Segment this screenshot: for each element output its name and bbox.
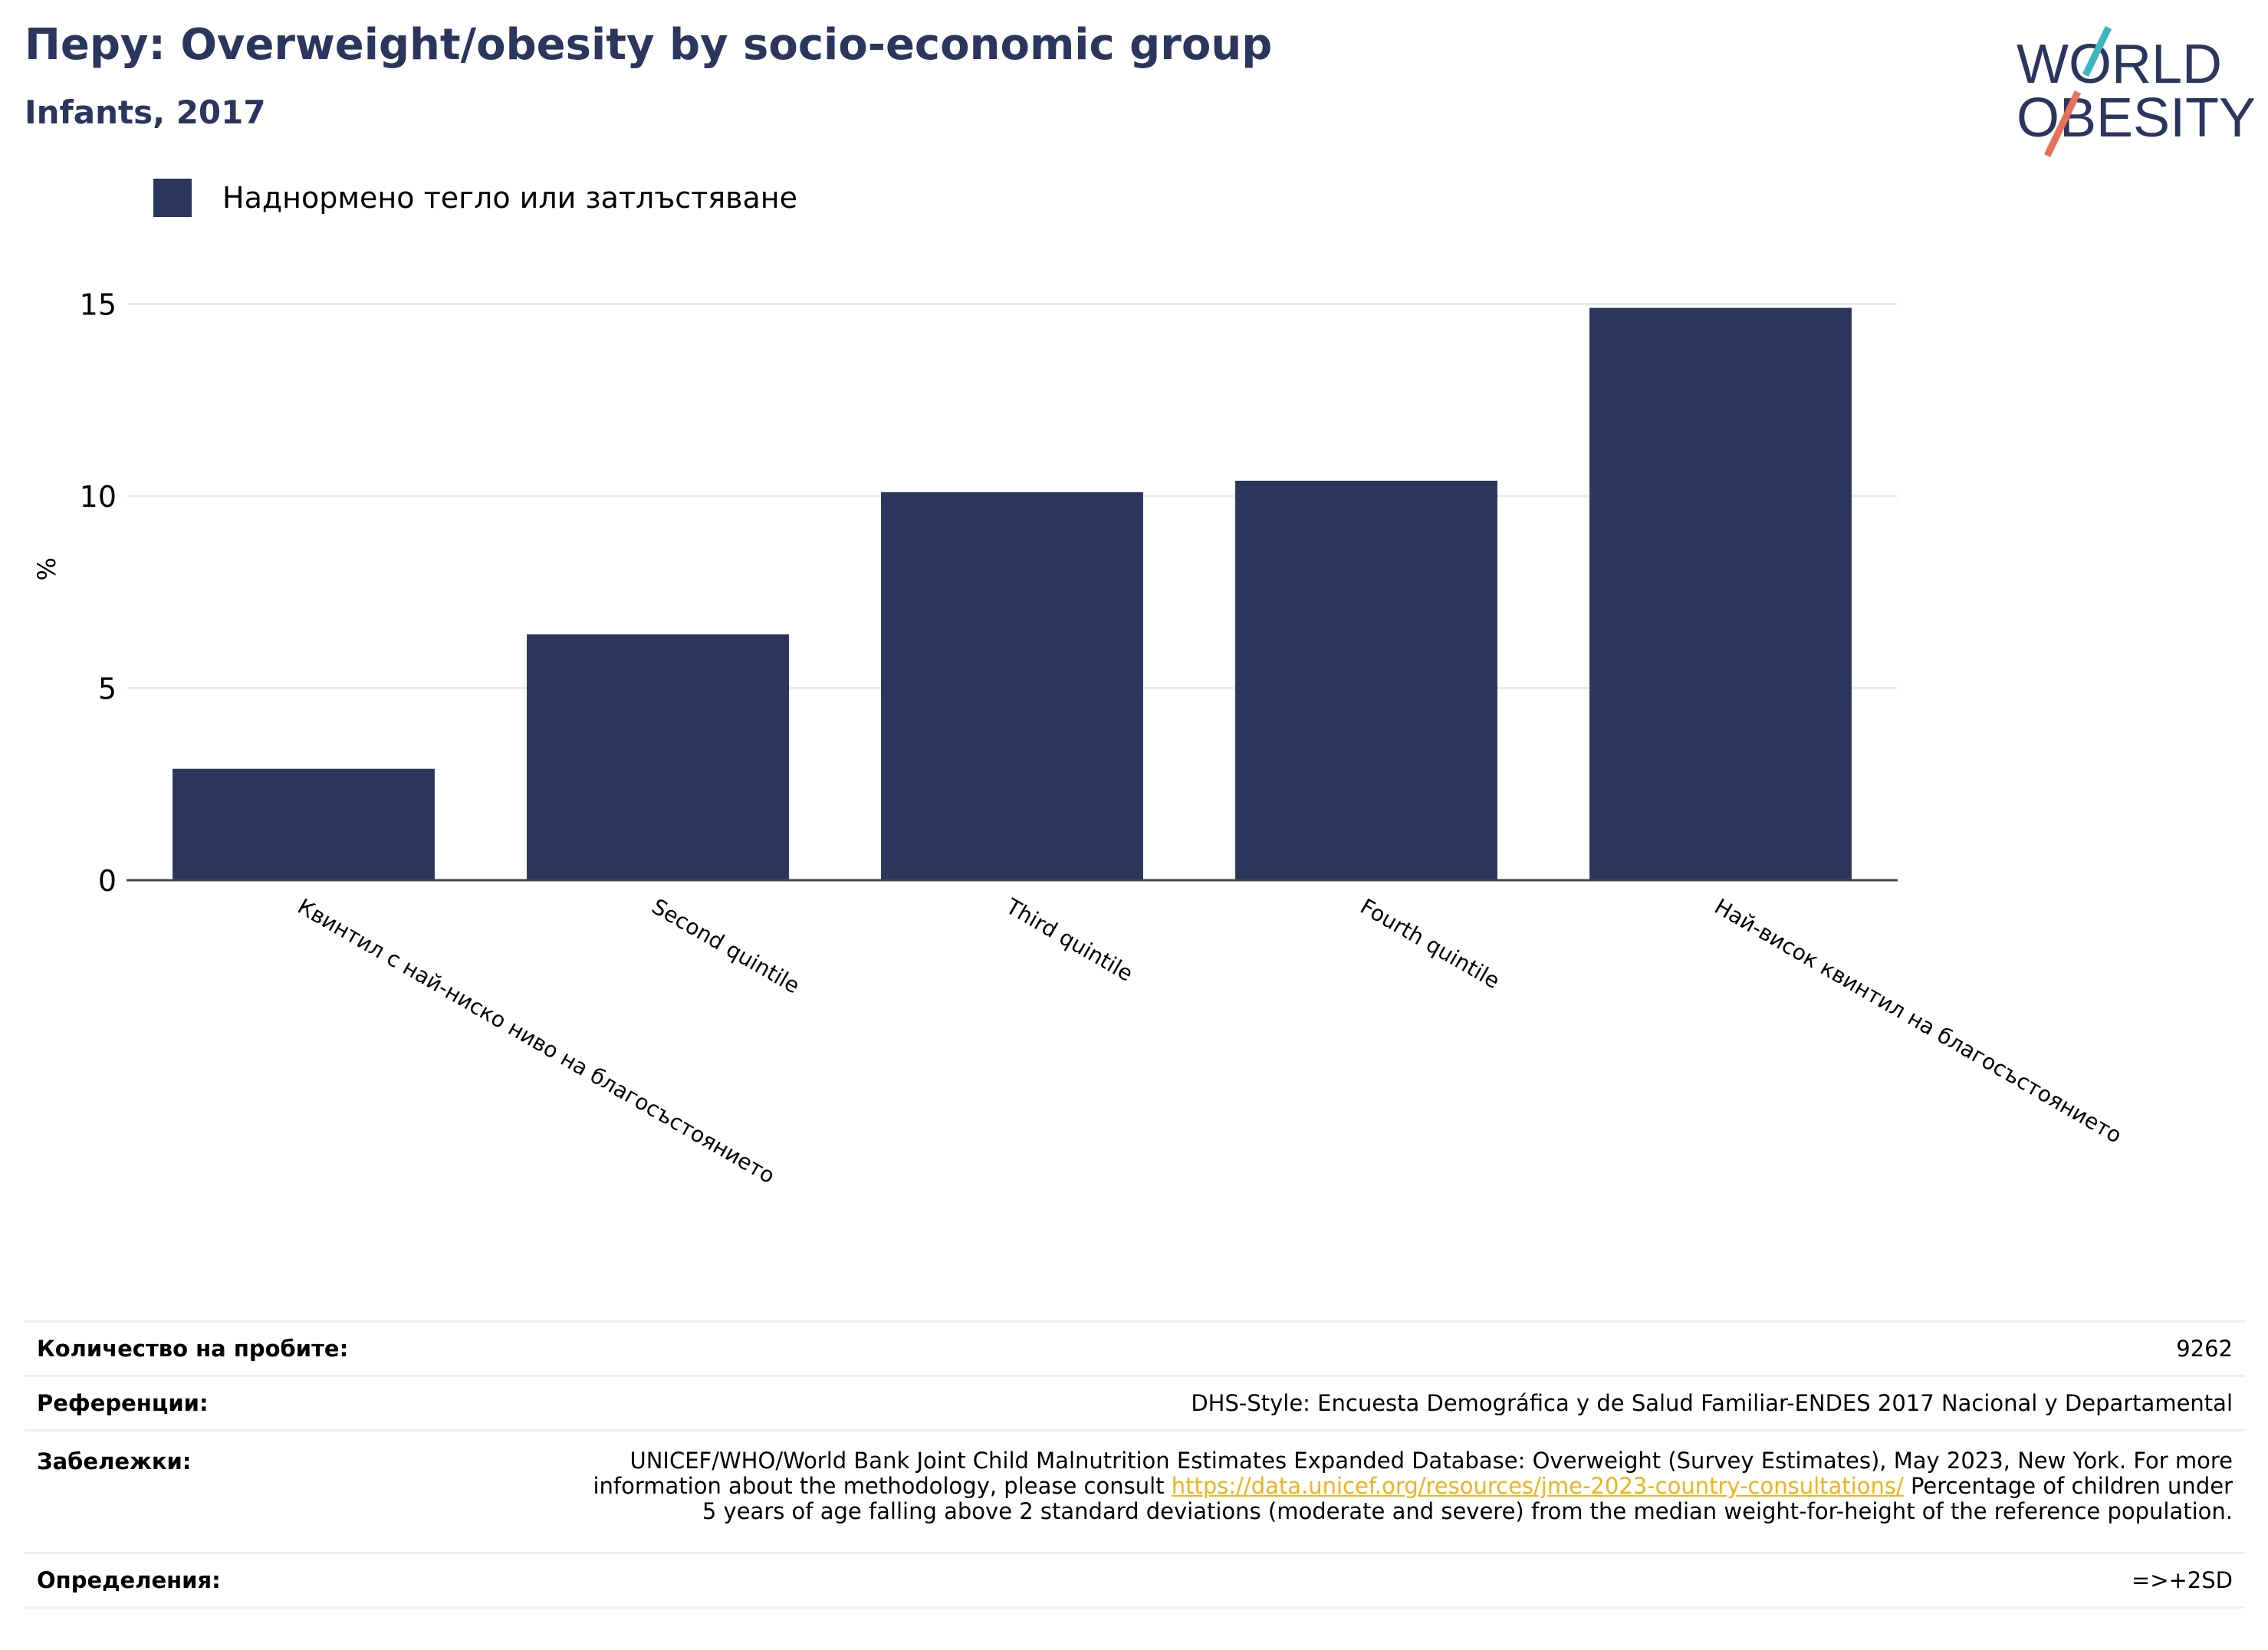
references-value: DHS-Style: Encuesta Demográfica y de Sal… — [1191, 1390, 2233, 1416]
svg-text:WORLD: WORLD — [2017, 34, 2222, 95]
notes-label: Забележки: — [37, 1448, 192, 1474]
bar — [881, 491, 1143, 880]
y-tick-label: 0 — [98, 864, 117, 898]
references-row: Референции: DHS-Style: Encuesta Demográf… — [25, 1375, 2245, 1429]
x-tick-label: Second quintile — [648, 893, 804, 998]
notes-text-before: UNICEF/WHO/World Bank Joint Child Malnut… — [593, 1448, 2233, 1499]
bar — [1589, 307, 1852, 880]
y-axis-title: % — [32, 557, 61, 580]
x-tick-label: Fourth quintile — [1356, 893, 1504, 994]
y-tick-label: 15 — [80, 288, 117, 322]
references-label: Референции: — [37, 1390, 209, 1416]
legend-swatch — [153, 179, 192, 217]
notes-row: Забележки: UNICEF/WHO/World Bank Joint C… — [25, 1429, 2245, 1552]
x-tick-label: Third quintile — [1001, 893, 1138, 987]
bar — [1235, 480, 1497, 880]
notes-link[interactable]: https://data.unicef.org/resources/jme-20… — [1171, 1473, 1904, 1499]
y-tick-label: 10 — [80, 480, 117, 514]
info-table: Количество на пробите: 9262 Референции: … — [25, 1320, 2245, 1609]
sample-label: Количество на пробите: — [37, 1336, 349, 1362]
sample-row: Количество на пробите: 9262 — [25, 1320, 2245, 1375]
chart-title: Перу: Overweight/obesity by socio-econom… — [25, 20, 1273, 70]
legend: Наднормено тегло или затлъстяване — [153, 176, 797, 219]
bar — [173, 768, 435, 880]
notes-text-after: Percentage of children under 5 years of … — [702, 1473, 2233, 1524]
x-tick-label: Най-висок квинтил на благосъстоянието — [1711, 893, 2126, 1148]
legend-label: Наднормено тегло или затлъстяване — [222, 181, 797, 215]
definitions-label: Определения: — [37, 1567, 221, 1593]
bar — [527, 634, 789, 880]
sample-value: 9262 — [2176, 1336, 2233, 1362]
definitions-row: Определения: =>+2SD — [25, 1552, 2245, 1609]
notes-value: UNICEF/WHO/World Bank Joint Child Malnut… — [584, 1448, 2233, 1524]
y-tick-label: 5 — [98, 672, 117, 706]
world-obesity-logo: WORLD OBESITY — [2017, 26, 2254, 157]
chart-subtitle: Infants, 2017 — [25, 94, 266, 131]
definitions-value: =>+2SD — [2131, 1567, 2233, 1593]
